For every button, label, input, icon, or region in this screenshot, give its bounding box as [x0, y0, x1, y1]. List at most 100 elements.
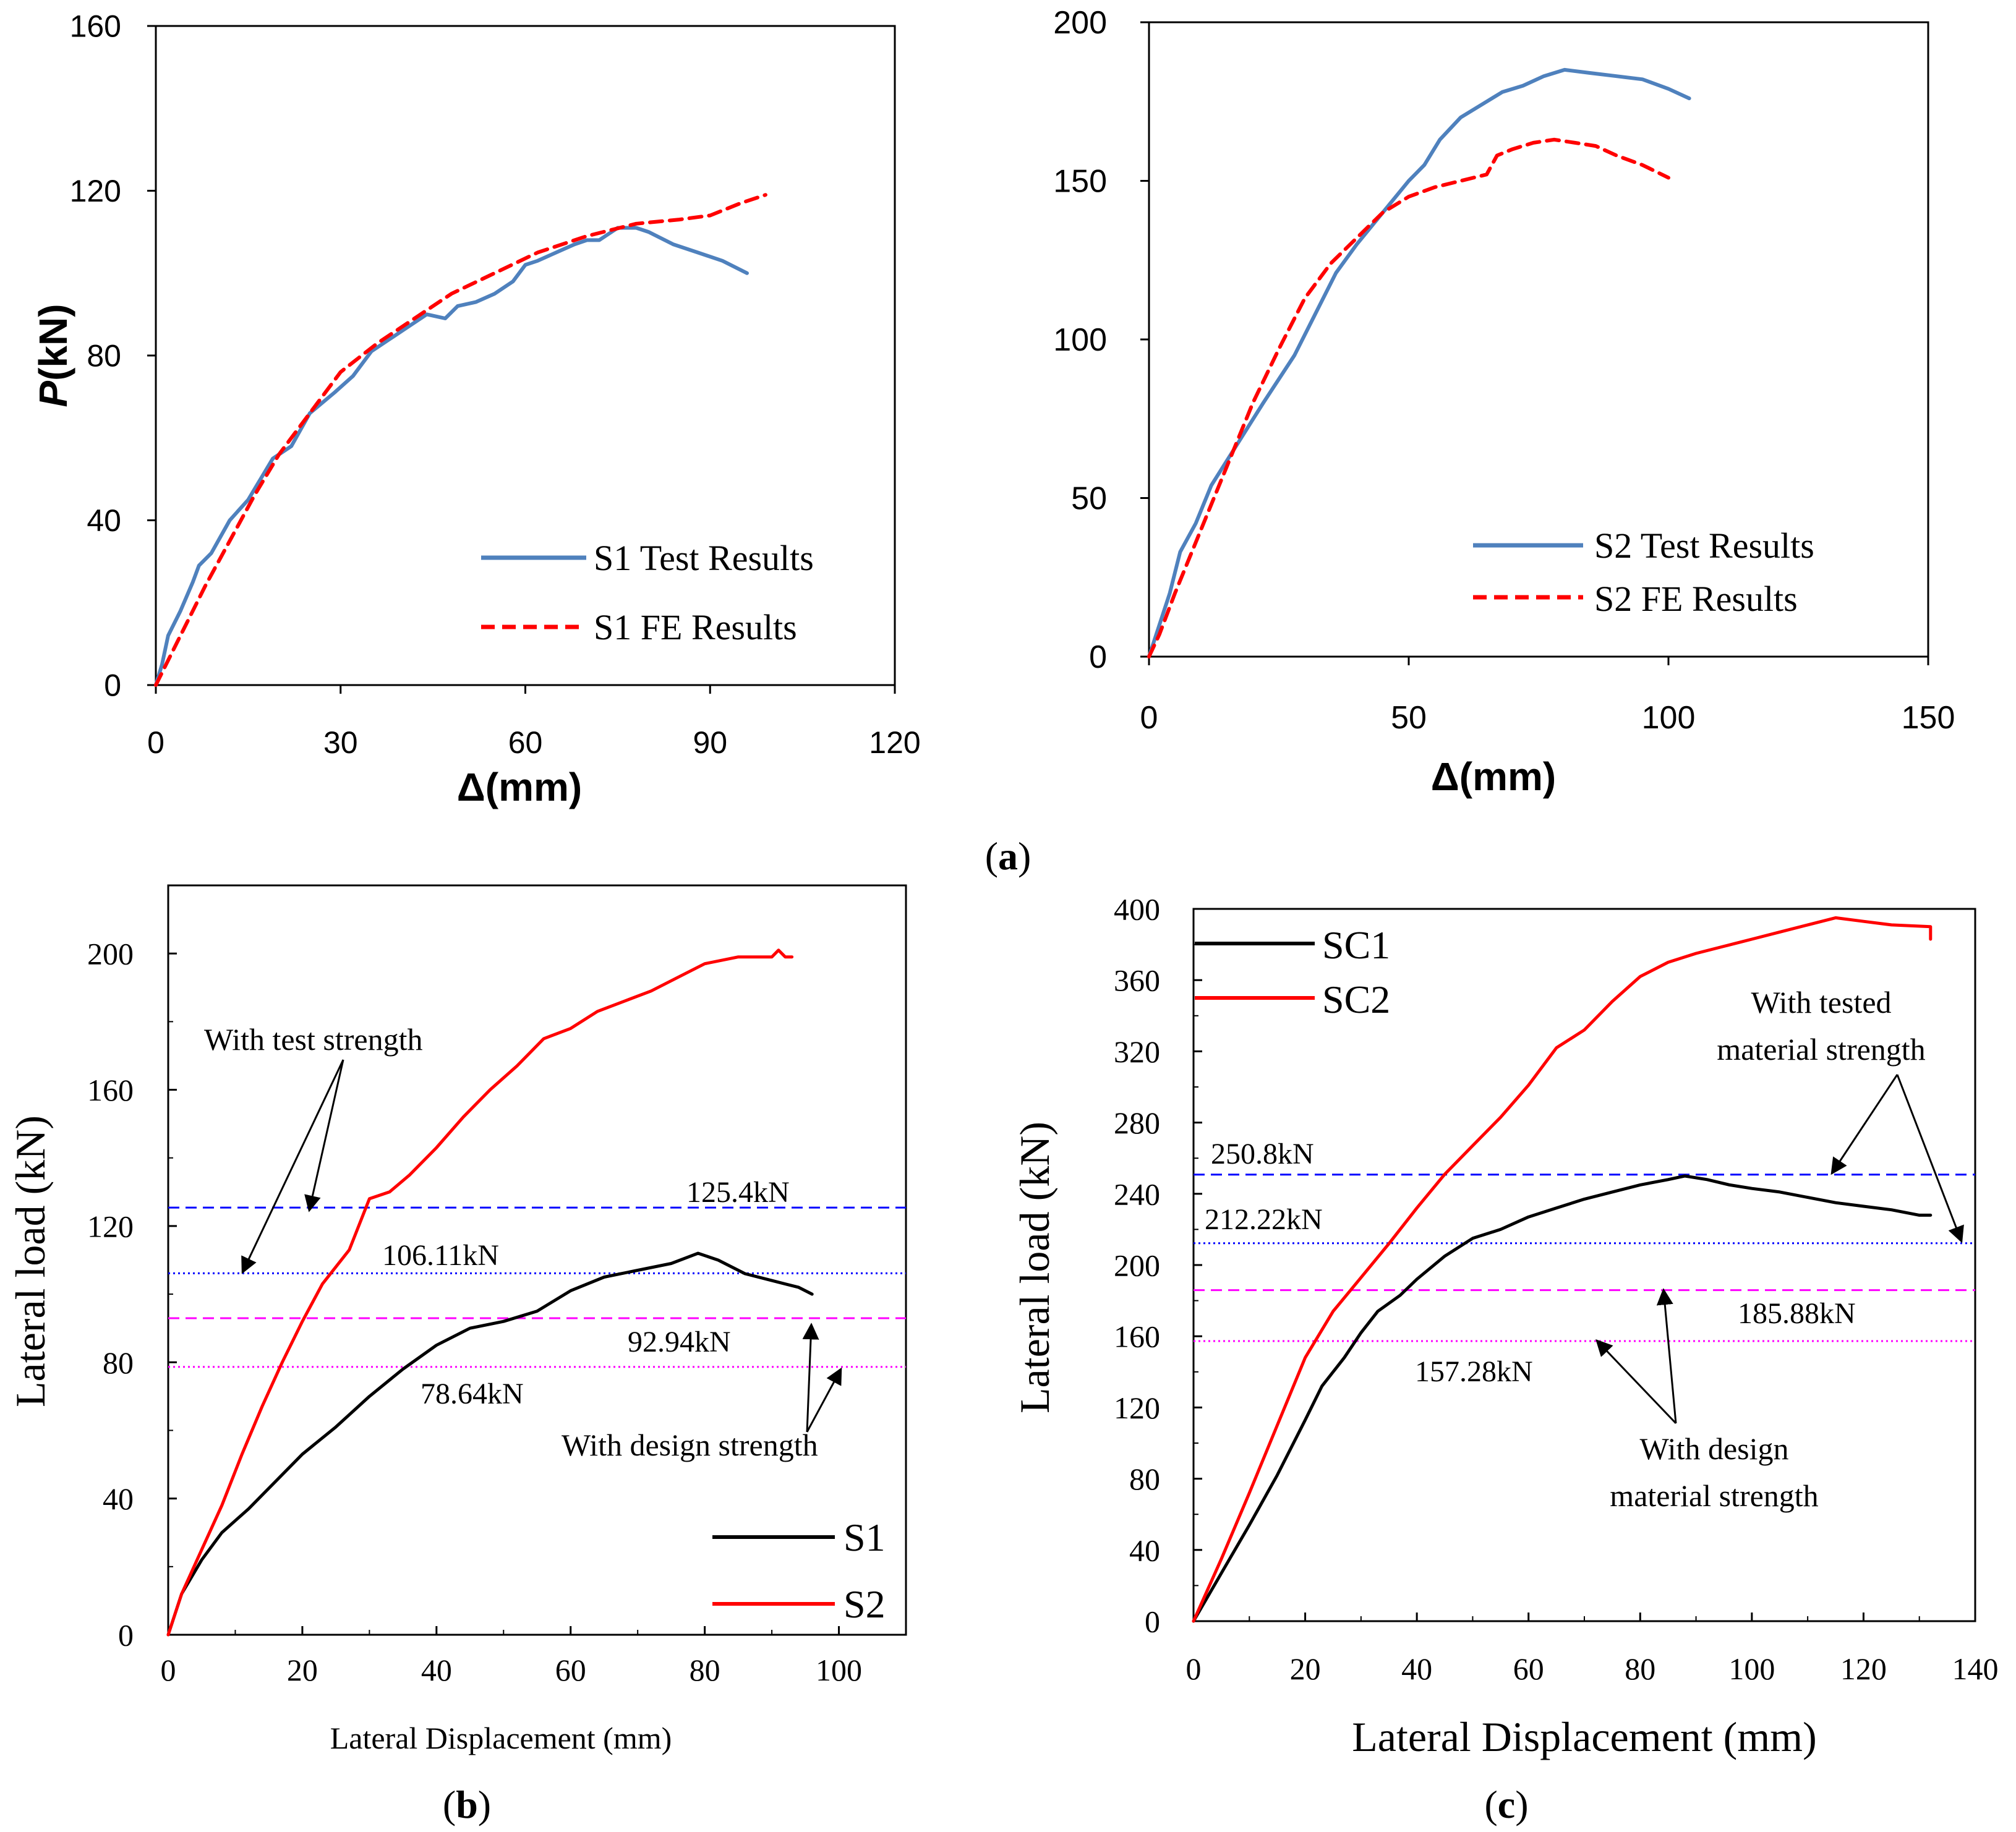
chart-b-ticks: 0 20 40 60 80 100 0 40 80 120 160 200 — [87, 937, 862, 1687]
chart-a2-series-s2-test-results — [1147, 67, 1691, 658]
chart-c-legend: SC1 SC2 — [1195, 923, 1390, 1021]
chart-a1-y-tick-label: 120 — [70, 174, 121, 208]
chart-b-frame — [167, 884, 907, 1636]
chart-a1-y-label: P(kN) — [31, 304, 75, 407]
chart-a2-x-label: Δ(mm) — [1431, 754, 1556, 799]
chart-b-y-tick-label: 40 — [103, 1481, 134, 1516]
chart-a1-ticks: 0 30 60 90 120 0 40 80 120 160 — [70, 9, 921, 760]
chart-c-y-tick-label: 40 — [1129, 1533, 1160, 1567]
chart-c-x-tick-label: 20 — [1290, 1651, 1321, 1686]
chart-b-legend: S1 S2 — [712, 1515, 886, 1626]
chart-c-y-tick-label: 80 — [1129, 1462, 1160, 1496]
chart-c-ref-label-21222: 212.22kN — [1205, 1203, 1323, 1236]
chart-a1-y-tick-label: 80 — [87, 339, 121, 373]
chart-c-arrow-design-1 — [1595, 1339, 1677, 1425]
chart-a1-frame — [155, 25, 896, 686]
chart-a2-y-tick-label: 200 — [1053, 5, 1107, 41]
chart-c-y-tick-label: 320 — [1114, 1034, 1160, 1069]
chart-a2-y-tick-label: 0 — [1089, 639, 1107, 675]
chart-b-y-tick-label: 0 — [118, 1618, 134, 1653]
chart-b-x-tick-label: 60 — [555, 1653, 586, 1687]
chart-b-arrow-test-2 — [304, 1059, 344, 1212]
panel-label-a: (a) — [985, 834, 1031, 878]
chart-b-y-label: Lateral load (kN) — [7, 1115, 54, 1407]
chart-b-y-tick-label: 80 — [103, 1345, 134, 1380]
chart-b-annotation-test: With test strength — [204, 1022, 423, 1057]
chart-c-x-tick-label: 80 — [1625, 1651, 1655, 1686]
chart-b-x-tick-label: 40 — [421, 1653, 452, 1687]
chart-b-y-tick-label: 200 — [87, 937, 134, 971]
chart-c-annotation-design-1: With design — [1639, 1431, 1788, 1466]
chart-c-y-tick-label: 400 — [1114, 892, 1160, 927]
chart-c-y-tick-label: 280 — [1114, 1106, 1160, 1140]
chart-c-annotation-tested-1: With tested — [1751, 985, 1891, 1020]
chart-b-x-tick-label: 20 — [287, 1653, 318, 1687]
chart-c-ticks: 0 20 40 60 80 100 120 140 0 40 80 120 160 200 240 280 32… — [1114, 892, 1999, 1687]
chart-b: 0 20 40 60 80 100 0 40 80 120 160 200 Lateral Displ… — [7, 884, 907, 1755]
legend-b-s1-label: S1 — [844, 1515, 886, 1559]
chart-c-ref-label-18588: 185.88kN — [1738, 1297, 1856, 1330]
chart-b-annotation-design: With design strength — [562, 1428, 818, 1462]
chart-c-arrow-design-2 — [1656, 1288, 1677, 1424]
chart-a1-x-tick-label: 60 — [508, 725, 543, 760]
chart-b-x-tick-label: 0 — [161, 1653, 176, 1687]
chart-c-x-tick-label: 60 — [1513, 1651, 1544, 1686]
chart-a1-x-tick-label: 30 — [323, 725, 358, 760]
chart-b-series-s2 — [166, 948, 794, 1637]
chart-b-ref-label-1254: 125.4kN — [686, 1176, 790, 1209]
chart-a2-ticks: 0 50 100 150 0 50 100 150 200 — [1053, 5, 1955, 736]
chart-c-series-sc2 — [1192, 916, 1933, 1623]
chart-a2-legend: S2 Test Results S2 FE Results — [1473, 526, 1814, 619]
chart-c-y-tick-label: 360 — [1114, 963, 1160, 998]
chart-a1-x-label: Δ(mm) — [457, 765, 582, 809]
legend-a1-test-label: S1 Test Results — [594, 538, 814, 578]
chart-c-y-tick-label: 0 — [1145, 1604, 1160, 1639]
chart-c-y-tick-label: 240 — [1114, 1177, 1160, 1211]
panel-label-c: (c) — [1484, 1783, 1528, 1826]
chart-a1-y-tick-label: 0 — [104, 668, 121, 703]
chart-a2-x-tick-label: 50 — [1391, 700, 1427, 736]
chart-c-arrow-tested-1 — [1830, 1074, 1899, 1175]
chart-b-series-s1 — [166, 1251, 814, 1637]
chart-c: 0 20 40 60 80 100 120 140 0 40 80 120 160 200 240 280 32… — [1011, 892, 1999, 1761]
chart-a2: 0 50 100 150 0 50 100 150 200 Δ(mm) S2 Test Resu… — [1053, 5, 1955, 799]
legend-a1-fe-label: S1 FE Results — [594, 607, 797, 647]
chart-b-arrow-test-1 — [241, 1059, 344, 1274]
chart-c-x-tick-label: 40 — [1401, 1651, 1432, 1686]
chart-c-annotation-tested-2: material strength — [1717, 1032, 1925, 1067]
chart-c-arrow-tested-2 — [1896, 1074, 1964, 1243]
chart-c-y-tick-label: 160 — [1114, 1319, 1160, 1354]
chart-a1: 0 30 60 90 120 0 40 80 120 160 Δ(mm) P(kN) S1 Tes… — [31, 9, 921, 810]
chart-c-y-tick-label: 200 — [1114, 1248, 1160, 1283]
chart-a2-y-tick-label: 100 — [1053, 322, 1107, 358]
chart-a2-series-s2-fe-results — [1147, 137, 1670, 658]
chart-a2-x-tick-label: 100 — [1642, 700, 1696, 736]
chart-b-ref-label-7864: 78.64kN — [421, 1378, 524, 1410]
chart-b-series — [166, 948, 814, 1637]
chart-c-x-tick-label: 0 — [1186, 1651, 1202, 1686]
chart-c-ref-label-15728: 157.28kN — [1415, 1355, 1533, 1388]
chart-a2-y-tick-label: 50 — [1071, 481, 1107, 517]
chart-b-reference-lines — [168, 1206, 906, 1368]
chart-c-series-sc1 — [1192, 1174, 1933, 1623]
chart-a1-x-tick-label: 90 — [693, 725, 727, 760]
chart-c-annotation-design-2: material strength — [1610, 1478, 1818, 1513]
chart-b-y-tick-label: 160 — [87, 1073, 134, 1107]
legend-b-s2-label: S2 — [844, 1582, 886, 1626]
chart-b-ref-label-9294: 92.94kN — [628, 1326, 731, 1358]
chart-b-y-tick-label: 120 — [87, 1209, 134, 1243]
chart-a2-series — [1147, 67, 1691, 658]
chart-a1-y-tick-label: 40 — [87, 503, 121, 538]
chart-a1-y-tick-label: 160 — [70, 9, 121, 44]
chart-c-x-tick-label: 140 — [1952, 1651, 1999, 1686]
chart-c-x-tick-label: 120 — [1840, 1651, 1887, 1686]
chart-b-arrow-design-1 — [802, 1323, 819, 1433]
chart-a1-legend: S1 Test Results S1 FE Results — [481, 538, 814, 647]
chart-b-x-tick-label: 80 — [690, 1653, 720, 1687]
legend-a2-test-label: S2 Test Results — [1594, 526, 1814, 566]
legend-a2-fe-label: S2 FE Results — [1594, 579, 1798, 619]
legend-c-sc2-label: SC2 — [1322, 978, 1390, 1021]
chart-b-ref-label-10611: 106.11kN — [382, 1239, 499, 1272]
chart-b-x-tick-label: 100 — [816, 1653, 862, 1687]
chart-a2-x-tick-label: 0 — [1140, 700, 1158, 736]
